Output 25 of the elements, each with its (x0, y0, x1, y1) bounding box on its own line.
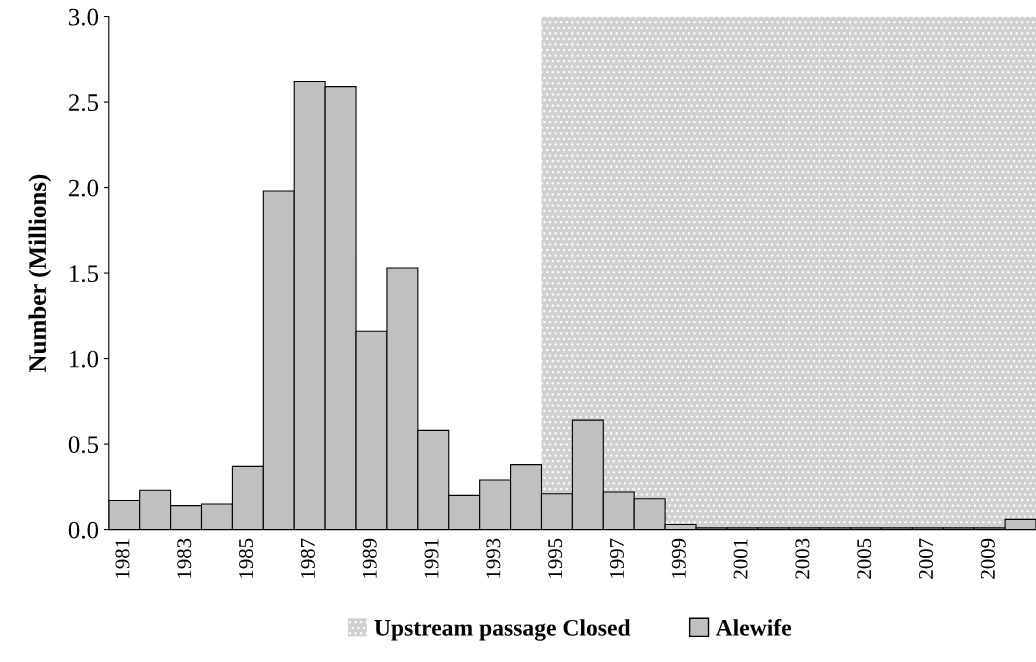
x-tick-label: 2009 (980, 538, 995, 579)
x-tick-label: 1981 (115, 539, 130, 578)
y-tick-label: 0.5 (68, 436, 99, 454)
x-tick-label: 1993 (486, 538, 501, 578)
x-tick-label: 1989 (362, 538, 377, 578)
x-tick-label: 1985 (239, 538, 254, 578)
y-tick-label: 2.0 (68, 179, 99, 197)
x-tick-label: 2003 (795, 538, 810, 579)
x-tick-label: 1987 (300, 538, 315, 578)
x-tick-label: 1997 (609, 538, 624, 578)
y-tick-label: 2.5 (68, 94, 99, 112)
y-tick-label: 1.5 (70, 265, 99, 283)
x-tick-label: 1983 (177, 538, 192, 578)
y-tick-label: 0.0 (68, 521, 99, 539)
x-tick-label: 2005 (857, 538, 872, 579)
x-tick-label: 2001 (733, 539, 748, 579)
y-tick-label: 1.0 (70, 350, 99, 368)
y-axis-title: Number (Millions) (28, 174, 52, 373)
x-tick-label: 1991 (424, 539, 439, 578)
y-tick-label: 3.0 (69, 8, 99, 26)
x-tick-label: 1995 (548, 538, 563, 578)
x-tick-label: 2007 (918, 538, 934, 579)
legend-label: Upstream passage Closed (374, 619, 631, 641)
legend-label: Alewife (715, 618, 792, 636)
x-tick-label: 1999 (671, 538, 686, 578)
